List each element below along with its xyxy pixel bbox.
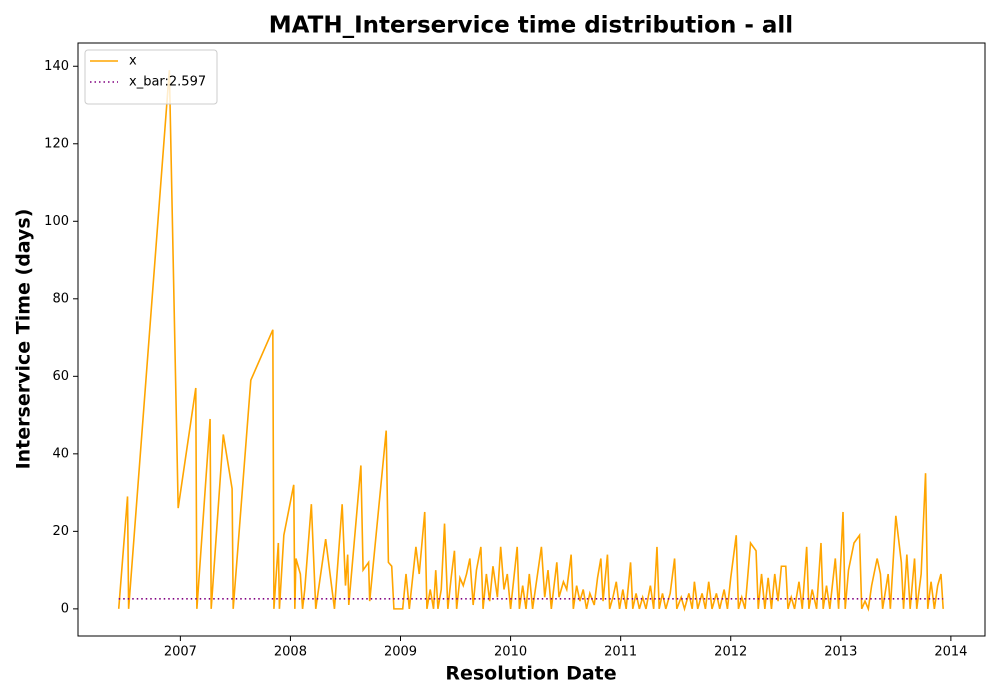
legend: x x_bar:2.597 [84, 49, 218, 105]
y-tick-label: 40 [52, 446, 69, 461]
legend-box [84, 49, 218, 105]
x-axis-label: Resolution Date [445, 663, 616, 685]
data-line [117, 70, 944, 612]
x-tick-label: 2010 [494, 645, 527, 660]
x-tick-label: 2007 [164, 645, 197, 660]
y-tick-label: 140 [44, 59, 69, 74]
x-tick-label: 2011 [604, 645, 637, 660]
plot-frame [77, 42, 986, 637]
y-axis-label: Interservice Time (days) [13, 209, 35, 470]
y-tick-label: 0 [61, 601, 69, 616]
x-tick-label: 2008 [274, 645, 307, 660]
x-tick-label: 2013 [824, 645, 857, 660]
y-tick-label: 20 [52, 524, 69, 539]
y-tick-label: 100 [44, 214, 69, 229]
legend-label: x_bar:2.597 [129, 75, 206, 90]
y-tick-label: 60 [52, 369, 69, 384]
legend-label: x [129, 54, 137, 69]
x-tick-label: 2012 [714, 645, 747, 660]
chart-title: MATH_Interservice time distribution - al… [269, 13, 793, 39]
x-tick-label: 2014 [934, 645, 967, 660]
x-tick-label: 2009 [384, 645, 417, 660]
y-tick-label: 80 [52, 291, 69, 306]
y-tick-label: 120 [44, 136, 69, 151]
